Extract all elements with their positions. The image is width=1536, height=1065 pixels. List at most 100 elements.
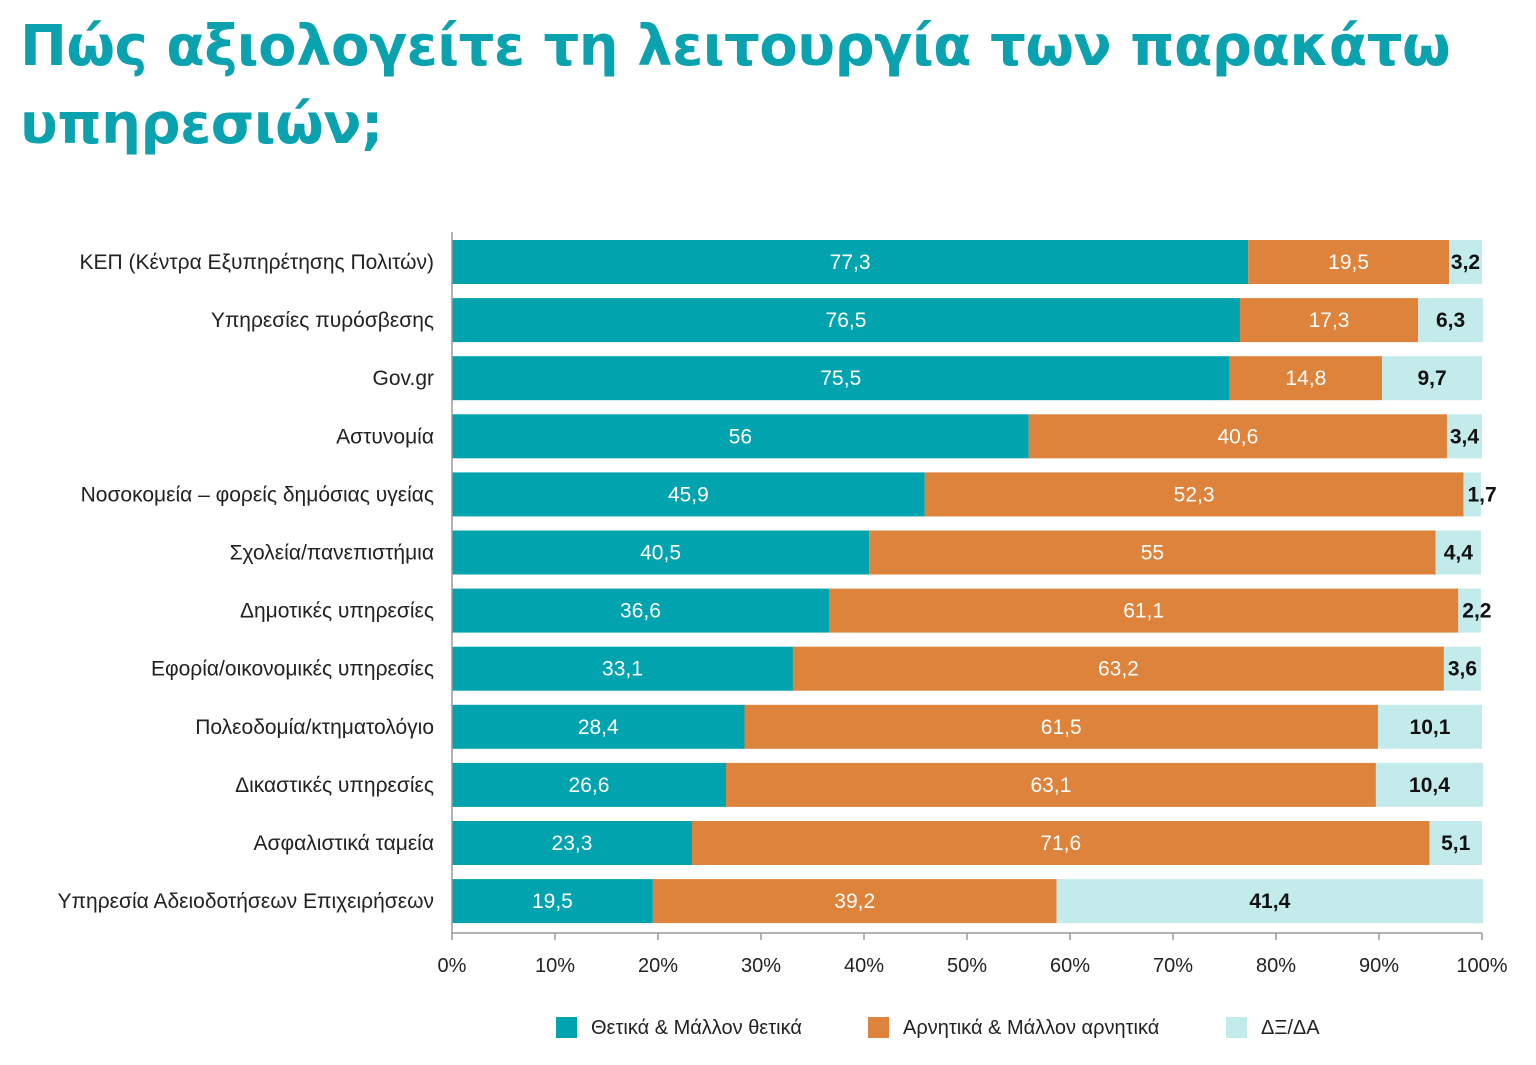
data-label: 19,5: [532, 890, 573, 913]
bar-segment: [792, 646, 1444, 691]
category-label: Ασφαλιστικά ταμεία: [254, 832, 434, 855]
x-tick-label: 90%: [1359, 955, 1399, 977]
bar-segment: [1418, 298, 1484, 343]
data-label: 41,4: [1249, 890, 1290, 913]
x-tick-label: 10%: [535, 955, 575, 977]
bar-segment: [1375, 762, 1484, 807]
data-label: 23,3: [552, 832, 593, 855]
bar-segment: [452, 414, 1029, 459]
legend-label: ΔΞ/ΔΑ: [1261, 1017, 1320, 1039]
x-tick-label: 30%: [741, 955, 781, 977]
category-label: Δημοτικές υπηρεσίες: [240, 600, 434, 623]
data-label: 33,1: [602, 658, 643, 681]
data-label: 1,7: [1467, 483, 1496, 506]
bar-segment: [924, 472, 1464, 517]
bar-segment: [452, 240, 1249, 284]
data-label: 3,6: [1448, 658, 1477, 681]
data-label: 10,1: [1410, 716, 1451, 739]
data-label: 28,4: [578, 716, 619, 739]
x-tick-label: 40%: [844, 955, 884, 977]
data-label: 36,6: [620, 600, 661, 623]
bar-segment: [452, 298, 1240, 343]
data-label: 76,5: [826, 309, 867, 332]
data-label: 61,5: [1041, 716, 1082, 739]
data-label: 45,9: [668, 483, 709, 506]
bar-segment: [828, 588, 1459, 633]
legend-swatch: [1226, 1017, 1247, 1038]
x-tick-label: 80%: [1256, 955, 1296, 977]
bar-segment: [452, 530, 870, 575]
data-label: 3,4: [1450, 425, 1480, 448]
category-label: Υπηρεσία Αδειοδοτήσεων Επιχειρήσεων: [58, 890, 434, 913]
data-label: 55: [1141, 542, 1164, 565]
category-label: Δικαστικές υπηρεσίες: [235, 774, 434, 797]
bar-segment: [1382, 356, 1482, 401]
data-label: 40,6: [1217, 425, 1258, 448]
bar-segment: [1028, 414, 1447, 459]
x-tick-label: 100%: [1456, 955, 1507, 977]
bar-segment: [1435, 530, 1481, 575]
legend-swatch: [868, 1017, 889, 1038]
data-label: 71,6: [1040, 832, 1081, 855]
bar-segment: [725, 762, 1376, 807]
category-label: Πολεοδομία/κτηματολόγιο: [195, 716, 434, 739]
category-label: Εφορία/οικονομικές υπηρεσίες: [151, 658, 434, 681]
bar-segment: [452, 821, 692, 865]
legend-swatch: [556, 1017, 577, 1038]
data-label: 6,3: [1436, 309, 1465, 332]
data-label: 75,5: [820, 367, 861, 390]
bar-segment: [1056, 879, 1484, 924]
data-label: 2,2: [1462, 600, 1491, 623]
legend-label: Θετικά & Μάλλον θετικά: [591, 1017, 802, 1039]
bar-segment: [691, 821, 1430, 865]
bar-segment: [1239, 298, 1419, 343]
bar-segment: [1443, 646, 1481, 691]
category-label: Αστυνομία: [336, 425, 434, 448]
bar-segment: [452, 472, 925, 517]
x-tick-label: 50%: [947, 955, 987, 977]
data-label: 9,7: [1417, 367, 1446, 390]
data-label: 63,1: [1031, 774, 1072, 797]
data-label: 17,3: [1309, 309, 1350, 332]
bar-segment: [1449, 240, 1482, 284]
category-label: ΚΕΠ (Κέντρα Εξυπηρέτησης Πολιτών): [79, 251, 434, 274]
data-label: 61,1: [1123, 600, 1164, 623]
bar-segment: [744, 704, 1378, 749]
x-tick-label: 60%: [1050, 955, 1090, 977]
bar-segment: [1229, 356, 1383, 401]
data-label: 19,5: [1328, 251, 1369, 274]
x-tick-label: 0%: [438, 955, 467, 977]
data-label: 40,5: [640, 542, 681, 565]
data-label: 39,2: [834, 890, 875, 913]
bar-segment: [1429, 821, 1482, 865]
x-tick-label: 20%: [638, 955, 678, 977]
legend-label: Αρνητικά & Μάλλον αρνητικά: [903, 1017, 1159, 1039]
bar-segment: [1377, 704, 1482, 749]
bar-segment: [1446, 414, 1482, 459]
category-label: Υπηρεσίες πυρόσβεσης: [211, 309, 434, 332]
category-label: Νοσοκομεία – φορείς δημόσιας υγείας: [81, 483, 434, 506]
bar-segment: [452, 646, 793, 691]
bar-segment: [1463, 472, 1481, 517]
data-label: 3,2: [1451, 251, 1480, 274]
bar-segment: [452, 356, 1230, 401]
bar-segment: [452, 588, 829, 633]
data-label: 26,6: [569, 774, 610, 797]
x-tick-label: 70%: [1153, 955, 1193, 977]
category-label: Σχολεία/πανεπιστήμια: [230, 542, 434, 565]
bar-segment: [1248, 240, 1450, 284]
bar-segment: [652, 879, 1057, 924]
data-label: 52,3: [1174, 483, 1215, 506]
chart-title: Πώς αξιολογείτε τη λειτουργία των παρακά…: [20, 14, 1451, 157]
data-label: 10,4: [1409, 774, 1450, 797]
data-label: 14,8: [1285, 367, 1326, 390]
data-label: 4,4: [1444, 542, 1474, 565]
data-label: 5,1: [1441, 832, 1471, 855]
bar-segment: [452, 704, 745, 749]
category-label: Gov.gr: [373, 367, 434, 390]
data-label: 63,2: [1098, 658, 1139, 681]
bar-segment: [452, 762, 726, 807]
bar-segment: [869, 530, 1436, 575]
bar-segment: [1458, 588, 1481, 633]
